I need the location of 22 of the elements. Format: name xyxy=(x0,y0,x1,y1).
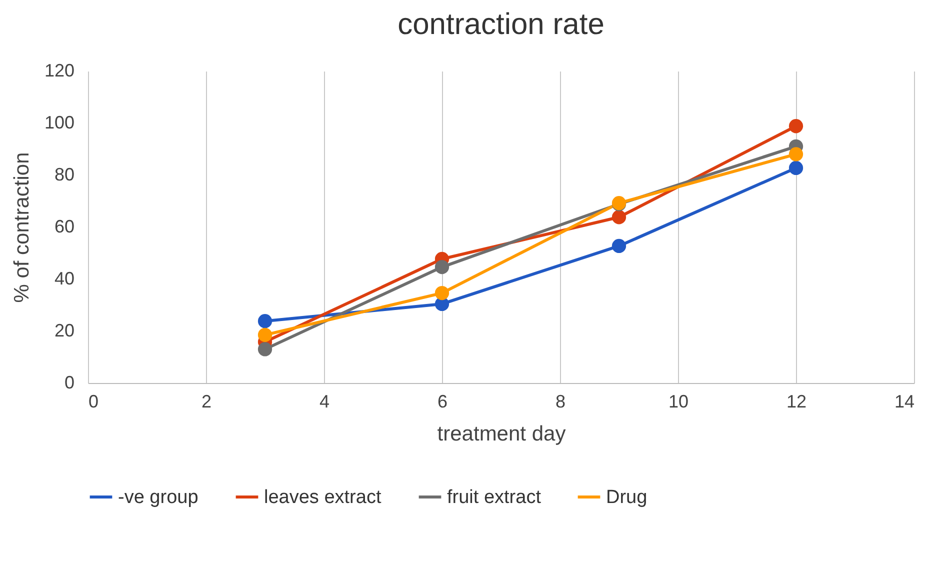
y-tick-label: 120 xyxy=(44,60,74,80)
legend-label: fruit extract xyxy=(447,487,542,508)
x-tick-label: 8 xyxy=(555,392,566,412)
y-tick-label: 80 xyxy=(54,164,74,184)
legend-label: -ve group xyxy=(118,487,198,508)
x-tick-label: 0 xyxy=(88,392,99,412)
x-tick-label: 2 xyxy=(201,392,212,412)
legend-label: Drug xyxy=(606,487,648,508)
y-tick-label: 100 xyxy=(44,112,74,132)
x-axis-title: treatment day xyxy=(437,422,566,446)
x-tick-label: 12 xyxy=(786,392,807,412)
chart-title: contraction rate xyxy=(398,8,604,41)
x-tick-label: 6 xyxy=(437,392,448,412)
y-tick-label: 0 xyxy=(64,372,74,392)
legend-label: leaves extract xyxy=(264,487,382,508)
x-tick-label: 14 xyxy=(894,392,914,412)
x-tick-label: 10 xyxy=(668,392,689,412)
y-tick-label: 40 xyxy=(54,268,74,288)
y-axis-title: % of contraction xyxy=(10,152,34,303)
x-tick-label: 4 xyxy=(319,392,330,412)
y-tick-label: 20 xyxy=(54,320,74,340)
y-tick-label: 60 xyxy=(54,216,74,236)
